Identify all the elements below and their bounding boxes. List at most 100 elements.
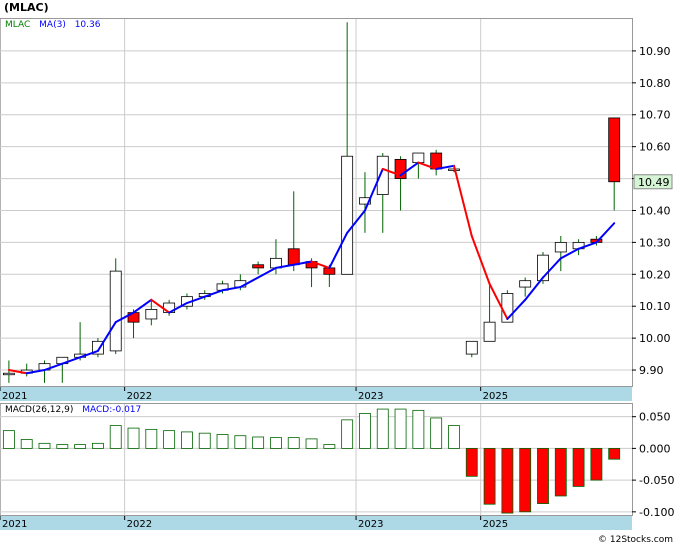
price-x-tick-label: 2022 <box>127 391 152 402</box>
price-candles <box>2 22 621 383</box>
price-x-tick-label: 2025 <box>483 391 508 402</box>
macd-legend-label: MACD(26,12,9) <box>5 405 73 415</box>
price-y-tick-label: 10.80 <box>639 77 671 90</box>
candle-body <box>465 340 478 355</box>
macd-x-tick-label: 2025 <box>483 519 508 530</box>
macd-bar <box>608 447 621 460</box>
ma-segment <box>417 161 438 170</box>
ma-segment <box>435 164 455 170</box>
macd-x-axis: 2021 2022 2023 2025 <box>0 516 508 530</box>
candle-body <box>109 270 122 352</box>
candle-body <box>519 280 532 288</box>
macd-bar <box>554 447 567 497</box>
candle-body <box>412 152 425 164</box>
candle-body <box>554 241 567 253</box>
ma-segment <box>524 276 544 301</box>
macd-y-tick-label: -0.050 <box>639 474 674 487</box>
candle-body <box>359 197 371 205</box>
ma-segment <box>43 362 64 372</box>
ma-segment <box>399 161 420 177</box>
ma-segment <box>79 349 99 359</box>
macd-bar <box>448 425 460 449</box>
macd-bar <box>590 447 603 481</box>
macd-bar <box>465 447 478 477</box>
price-y-tick-label: 10.30 <box>639 236 671 249</box>
price-legend: MLAC MA(3) 10.36 <box>5 20 101 30</box>
ma-segment <box>452 164 473 238</box>
legend-symbol: MLAC <box>5 20 30 30</box>
ma-segment <box>328 231 349 269</box>
ma-segment <box>488 282 509 320</box>
ma-segment <box>559 247 580 260</box>
candle-body <box>608 117 621 183</box>
macd-bar <box>323 444 336 449</box>
price-x-tick-label: 2023 <box>358 391 383 402</box>
chart-title: (MLAC) <box>4 1 49 14</box>
macd-bar <box>287 437 300 449</box>
legend-ma-value: 10.36 <box>75 20 101 30</box>
price-x-tick-label: 2021 <box>2 391 27 402</box>
ma-segment <box>470 235 491 285</box>
macd-bar <box>519 447 532 513</box>
price-panel <box>0 18 633 387</box>
macd-bar <box>341 419 354 449</box>
macd-y-tick-label: 0.000 <box>639 442 671 455</box>
watermark: © 12Stocks.com <box>598 535 673 545</box>
macd-bar <box>394 408 407 449</box>
macd-bar <box>198 432 211 449</box>
candle-body <box>537 254 549 282</box>
price-grid <box>0 19 632 386</box>
price-y-tick-label: 10.70 <box>639 109 671 122</box>
ma-segment <box>203 289 224 298</box>
macd-bar <box>181 431 193 449</box>
macd-bar <box>270 437 282 449</box>
candle-body <box>483 321 496 342</box>
macd-bar <box>145 428 158 449</box>
price-y-tick-label: 10.60 <box>639 141 671 154</box>
ma-segment <box>61 356 82 365</box>
macd-x-tick-label: 2021 <box>2 519 27 530</box>
ma-segment <box>221 286 242 292</box>
macd-bar <box>163 430 176 449</box>
macd-y-tick-label: 0.050 <box>639 411 671 424</box>
ma-segment <box>310 260 331 269</box>
price-ma-line <box>7 161 616 375</box>
macd-bar <box>234 435 247 449</box>
candle-body <box>376 155 389 195</box>
macd-bar <box>359 413 371 449</box>
macd-bar <box>305 438 318 449</box>
ma-segment <box>363 167 384 212</box>
price-y-tick-label: 10.40 <box>639 204 671 217</box>
ma-segment <box>132 298 153 314</box>
candle-body <box>341 155 354 275</box>
ma-segment <box>381 167 402 177</box>
macd-y-tick-label: -0.100 <box>639 506 674 519</box>
macd-bar <box>2 430 15 449</box>
candle-body <box>394 159 407 179</box>
candle-body <box>145 309 158 320</box>
ma-segment <box>114 311 135 324</box>
macd-bar <box>376 408 389 449</box>
ma-segment <box>292 260 313 266</box>
ma-segment <box>541 257 562 279</box>
ma-segment <box>185 295 206 305</box>
price-y-tick-label: 10.00 <box>639 332 671 345</box>
macd-bar <box>91 442 104 449</box>
macd-bar <box>20 439 33 449</box>
candle-body <box>91 340 104 355</box>
price-y-axis: 10.9010.8010.7010.6010.5010.4010.3010.20… <box>632 45 671 377</box>
macd-bar <box>38 442 51 449</box>
ma-segment <box>7 369 28 375</box>
candle-body <box>287 248 300 266</box>
candle-body <box>2 372 15 376</box>
price-y-tick-label: 9.90 <box>639 364 664 377</box>
ma-segment <box>96 321 117 352</box>
ma-segment <box>506 298 527 320</box>
ma-segment <box>595 222 616 244</box>
macd-x-axis-band <box>0 516 632 530</box>
macd-bar <box>483 447 496 505</box>
ma-segment <box>25 369 46 375</box>
ma-segment <box>239 276 260 289</box>
price-y-tick-label: 10.90 <box>639 45 671 58</box>
